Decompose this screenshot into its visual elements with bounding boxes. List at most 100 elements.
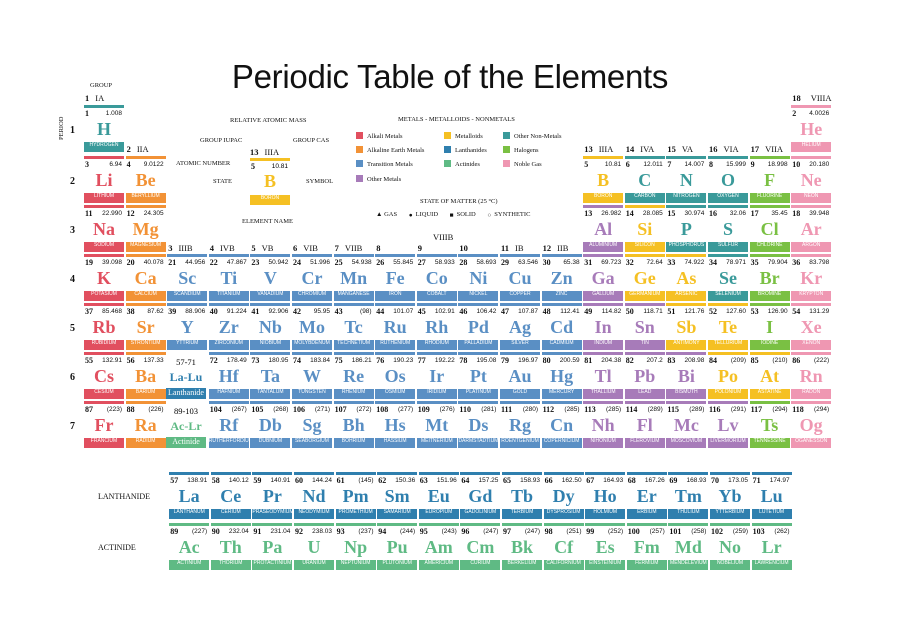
element-color-bar (583, 205, 624, 208)
element-symbol: He (800, 119, 823, 139)
atomic-mass: 92.906 (268, 308, 289, 315)
group-cas: IIIB (178, 243, 193, 253)
element-color-bar (292, 401, 332, 404)
element-cr: 24 51.996 Cr CHROMIUM (292, 254, 332, 301)
element-symbol: Rg (509, 415, 531, 435)
element-ru: 44 101.07 Ru RUTHENIUM (375, 303, 416, 350)
element-hs: 108 (277) Hs HASSIUM (375, 401, 416, 448)
atomic-number: 51 (667, 307, 676, 316)
atomic-number: 18 (792, 209, 801, 218)
element-symbol: Al (594, 219, 613, 239)
atomic-mass: (251) (566, 528, 582, 535)
element-symbol: W (303, 366, 321, 386)
element-name: KRYPTON (791, 291, 832, 301)
element-name: HAFNIUM (208, 389, 249, 399)
element-symbol: Lv (717, 415, 739, 435)
group-header-3: 3 IIIB (168, 243, 192, 253)
atomic-mass: 39.948 (809, 210, 830, 217)
atomic-number: 27 (417, 258, 426, 267)
element-og: 118 (294) Og OGANESSON (791, 401, 832, 448)
element-w: 74 183.84 W TUNGSTEN (292, 352, 332, 399)
element-cu: 29 63.546 Cu COPPER (500, 254, 540, 301)
element-os: 76 190.23 Os OSMIUM (375, 352, 416, 399)
element-ge: 32 72.64 Ge GERMANIUM (624, 254, 665, 301)
key-sample-cell: 5 10.81 B BORON (250, 158, 290, 205)
element-color-bar (708, 205, 748, 208)
atomic-number: 1 (85, 109, 89, 118)
atomic-mass: (259) (732, 528, 748, 535)
group-number: 2 (126, 144, 131, 154)
atomic-mass: 20.180 (809, 161, 830, 168)
element-color-bar (84, 254, 124, 257)
atomic-mass: 200.59 (559, 357, 580, 364)
group-header-10: 10 (459, 243, 474, 253)
element-color-bar (710, 523, 750, 526)
atomic-number: 98 (544, 527, 553, 536)
element-color-bar (500, 401, 540, 404)
atomic-mass: 58.933 (434, 259, 455, 266)
group-cas: IIIA (598, 144, 614, 154)
legend-label: Alkali Metals (367, 133, 403, 140)
legend-swatch (444, 132, 451, 139)
atomic-number: 42 (293, 307, 301, 316)
key-sample-bar (250, 158, 290, 161)
legend-swatch (356, 160, 363, 167)
atomic-mass: (289) (647, 406, 663, 413)
group-header-1: 1 IA (85, 93, 104, 103)
element-symbol: Cn (550, 415, 574, 435)
element-color-bar (169, 472, 210, 475)
element-name: YTTERBIUM (710, 509, 750, 519)
atomic-mass: 51.996 (310, 259, 330, 266)
element-ac: 89 (227) Ac ACTINIUM (169, 523, 210, 570)
element-symbol: Pu (386, 537, 408, 557)
atomic-number: 60 (295, 476, 303, 485)
element-symbol: Zn (550, 268, 573, 288)
element-symbol: Os (384, 366, 406, 386)
group-cas: VIA (723, 144, 739, 154)
atomic-mass: 101.07 (393, 308, 414, 315)
atomic-number: 84 (709, 356, 717, 365)
atomic-number: 104 (209, 405, 222, 414)
element-color-bar (749, 156, 790, 159)
element-symbol: Na (93, 219, 115, 239)
element-tc: 43 (98) Tc TECHNETIUM (333, 303, 374, 350)
element-color-bar (791, 352, 832, 355)
element-color-bar (666, 401, 707, 404)
atomic-number: 97 (503, 527, 511, 536)
element-color-bar (624, 205, 665, 208)
element-color-bar (250, 352, 291, 355)
atomic-mass: 112.41 (560, 308, 580, 315)
element-color-bar (583, 156, 624, 159)
element-no: 102 (259) No NOBELIUM (710, 523, 750, 570)
element-name: OXYGEN (708, 193, 748, 203)
element-name: BERYLLIUM (125, 193, 166, 203)
element-symbol: Mg (132, 219, 159, 239)
element-symbol: Th (219, 537, 242, 557)
atomic-mass: 140.12 (228, 477, 249, 484)
period-number-4: 4 (70, 274, 75, 285)
element-name: ACTINIUM (169, 560, 210, 570)
element-name: BARIUM (125, 389, 166, 399)
element-re: 75 186.21 Re RHENIUM (333, 352, 374, 399)
atomic-number: 37 (85, 307, 93, 316)
element-se: 34 78.971 Se SELENIUM (708, 254, 748, 301)
atomic-mass: (285) (564, 406, 580, 413)
element-name: PLATINUM (458, 389, 499, 399)
element-symbol: Ge (633, 268, 656, 288)
element-color-bar (333, 254, 374, 257)
element-lr: 103 (262) Lr LAWRENCIUM (751, 523, 792, 570)
actinide-placeholder: 89-103 Ac-Lr Actinide (166, 401, 206, 448)
element-symbol: Hf (218, 366, 239, 386)
element-symbol: Pb (634, 366, 656, 386)
atomic-number: 111 (501, 405, 513, 414)
group-number: 3 (168, 243, 173, 253)
element-name: NIOBIUM (250, 340, 291, 350)
atomic-mass: 30.974 (684, 210, 705, 217)
element-sm: 62 150.36 Sm SAMARIUM (377, 472, 418, 519)
element-ta: 73 180.95 Ta TANTALUM (250, 352, 291, 399)
atomic-number: 49 (584, 307, 593, 316)
element-symbol: Ir (429, 366, 445, 386)
solid-icon: ■ (449, 212, 454, 219)
atomic-mass: 207.2 (646, 357, 663, 364)
element-name: SILICON (624, 242, 665, 252)
